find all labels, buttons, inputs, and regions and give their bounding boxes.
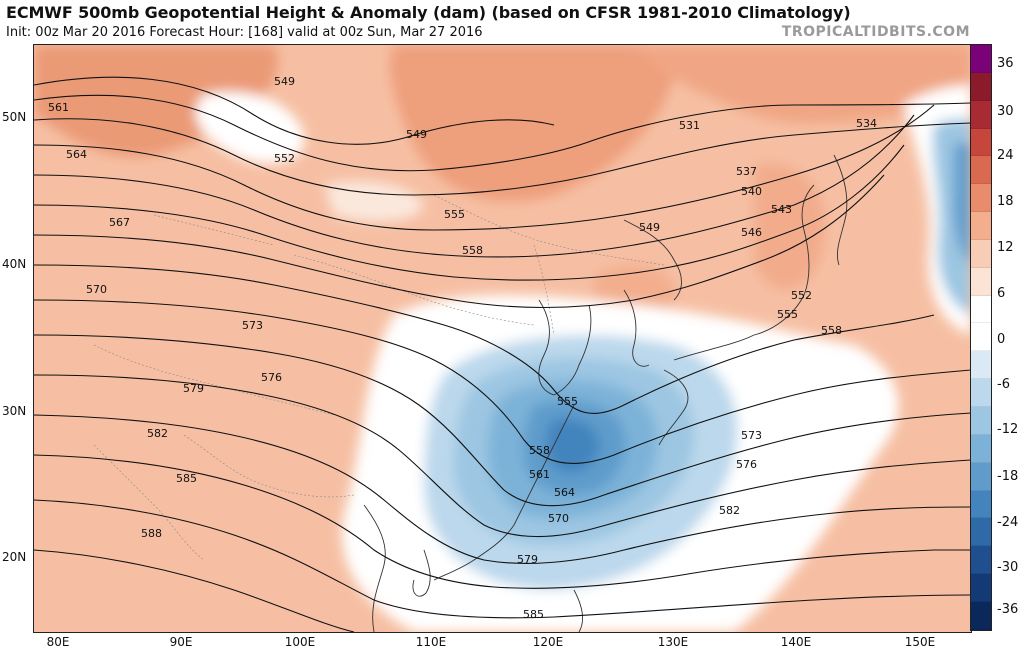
colorbar-swatch — [971, 267, 991, 296]
colorbar-tick: 24 — [997, 148, 1014, 163]
colorbar-tick: -24 — [997, 515, 1019, 530]
colorbar-swatch — [971, 379, 991, 407]
colorbar-swatch — [971, 434, 991, 463]
contour-label: 570 — [548, 512, 569, 525]
colorbar-swatch — [971, 546, 991, 575]
colorbar-tick: -6 — [997, 377, 1010, 392]
colorbar-tick: -30 — [997, 560, 1019, 575]
colorbar-swatch — [971, 295, 991, 324]
contour-label: 582 — [147, 427, 168, 440]
colorbar-tick: 30 — [997, 104, 1014, 119]
colorbar-swatch — [971, 128, 991, 157]
contour-labels: 549 561 552 549 531 534 564 537 540 543 … — [48, 75, 877, 621]
contour-label: 585 — [523, 608, 544, 621]
colorbar-tick: 36 — [997, 56, 1014, 71]
lat-label: 30N — [2, 404, 27, 418]
colorbar-swatch — [971, 574, 991, 602]
chart-title: ECMWF 500mb Geopotential Height & Anomal… — [6, 3, 851, 22]
colorbar-swatch — [971, 601, 991, 630]
contour-label: 555 — [444, 208, 465, 221]
contour-label: 540 — [741, 185, 762, 198]
forecast-info: Init: 00z Mar 20 2016 Forecast Hour: [16… — [6, 25, 483, 40]
contour-label: 564 — [66, 148, 87, 161]
colorbar-swatch — [971, 45, 991, 73]
contour-label: 552 — [791, 289, 812, 302]
contour-label: 567 — [109, 216, 130, 229]
colorbar-tick: -36 — [997, 602, 1019, 617]
contour-label: 585 — [176, 472, 197, 485]
lon-label: 130E — [657, 635, 689, 649]
contour-label: 573 — [741, 429, 762, 442]
colorbar-tick: 12 — [997, 240, 1014, 255]
colorbar-tick: 6 — [997, 286, 1006, 301]
contour-label: 537 — [736, 165, 757, 178]
height-contours — [34, 76, 971, 632]
contour-label: 558 — [529, 444, 550, 457]
colorbar-swatch — [971, 351, 991, 380]
colorbar-swatch — [971, 72, 991, 101]
colorbar-tick: -12 — [997, 422, 1019, 437]
colorbar-swatch — [971, 323, 991, 352]
colorbar-swatch — [971, 406, 991, 435]
lon-label: 120E — [532, 635, 564, 649]
colorbar-swatch — [971, 156, 991, 185]
map-panel: 549 561 552 549 531 534 564 537 540 543 … — [33, 44, 972, 633]
contour-label: 576 — [261, 371, 282, 384]
colorbar-swatch — [971, 518, 991, 547]
lat-label: 20N — [2, 550, 27, 564]
colorbar-tick: 18 — [997, 194, 1014, 209]
contour-label: 588 — [141, 527, 162, 540]
contour-label: 534 — [856, 117, 877, 130]
colorbar-tick: 0 — [997, 332, 1006, 347]
contour-label: 552 — [274, 152, 295, 165]
lon-label: 140E — [780, 635, 812, 649]
contour-label: 546 — [741, 226, 762, 239]
lat-label: 40N — [2, 257, 27, 271]
contour-label: 561 — [48, 101, 69, 114]
contour-label: 555 — [777, 308, 798, 321]
lon-label: 150E — [904, 635, 936, 649]
contour-label: 576 — [736, 458, 757, 471]
anomaly-map: 549 561 552 549 531 534 564 537 540 543 … — [34, 45, 971, 632]
lon-label: 110E — [415, 635, 447, 649]
colorbar-swatch — [971, 184, 991, 213]
lat-label: 50N — [2, 110, 27, 124]
contour-label: 582 — [719, 504, 740, 517]
brand-watermark: TROPICALTIDBITS.COM — [781, 24, 970, 40]
colorbar-swatch — [971, 490, 991, 519]
contour-label: 543 — [771, 203, 792, 216]
lon-label: 100E — [284, 635, 316, 649]
contour-label: 549 — [274, 75, 295, 88]
contour-label: 573 — [242, 319, 263, 332]
anomaly-colorbar — [970, 44, 992, 631]
contour-label: 555 — [557, 395, 578, 408]
lon-label: 90E — [169, 635, 193, 649]
contour-label: 558 — [462, 244, 483, 257]
anomaly-shading — [34, 45, 971, 632]
colorbar-swatch — [971, 462, 991, 491]
lon-label: 80E — [46, 635, 70, 649]
contour-label: 549 — [406, 128, 427, 141]
contour-label: 561 — [529, 468, 550, 481]
contour-label: 579 — [517, 553, 538, 566]
contour-label: 531 — [679, 119, 700, 132]
contour-label: 570 — [86, 283, 107, 296]
borders — [93, 194, 665, 561]
colorbar-swatch — [971, 239, 991, 268]
colorbar-swatch — [971, 100, 991, 129]
contour-label: 558 — [821, 324, 842, 337]
contour-label: 564 — [554, 486, 575, 499]
colorbar-tick: -18 — [997, 469, 1019, 484]
colorbar-swatch — [971, 212, 991, 240]
contour-label: 579 — [183, 382, 204, 395]
contour-label: 549 — [639, 221, 660, 234]
